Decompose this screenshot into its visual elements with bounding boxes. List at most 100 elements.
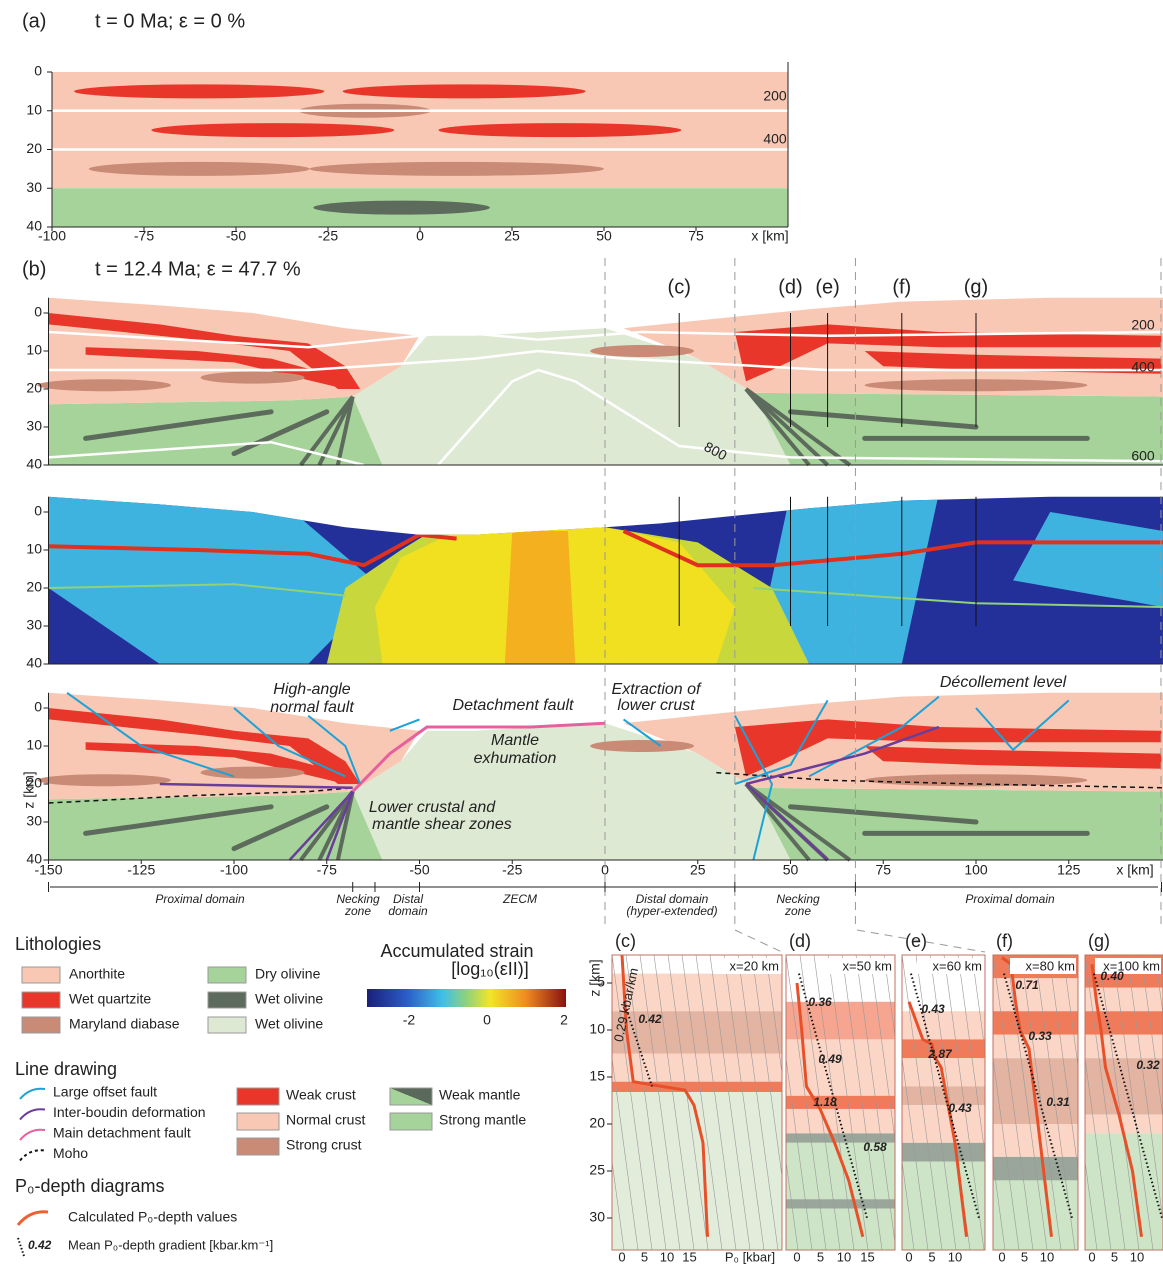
label: x [km] — [1116, 862, 1153, 878]
label: 30 — [26, 617, 42, 633]
label: domain — [388, 904, 428, 918]
strong-crust — [590, 345, 694, 357]
label: Normal crust — [286, 1112, 365, 1128]
label: 10 — [837, 1249, 851, 1264]
label: 0 — [34, 699, 42, 715]
label: 40 — [26, 655, 42, 671]
label: zone — [784, 904, 811, 918]
label: Inter-boudin deformation — [53, 1104, 206, 1120]
label: 0.31 — [1046, 1095, 1070, 1109]
interpreted-line — [390, 719, 420, 730]
label: 600 — [1131, 448, 1155, 464]
label: mantle shear zones — [372, 816, 512, 833]
line-symbol — [20, 1150, 45, 1160]
label: z [km] — [21, 771, 37, 808]
label: 5 — [1111, 1249, 1118, 1264]
label: 0 — [34, 503, 42, 519]
label: Wet quartzite — [69, 991, 151, 1007]
domain-guide — [735, 930, 782, 952]
strong-crust — [201, 372, 305, 384]
label: 0 — [793, 1249, 800, 1264]
label: 75 — [875, 862, 891, 878]
label: (f) — [996, 931, 1013, 951]
label: (d) — [789, 931, 811, 951]
swatch — [237, 1088, 279, 1105]
label: 5 — [641, 1249, 648, 1264]
label: [log₁₀(εII)] — [451, 959, 529, 979]
label: 0 — [34, 304, 42, 320]
label: (a) — [22, 10, 46, 32]
label: Main detachment fault — [53, 1125, 191, 1141]
gradient-symbol — [18, 1238, 24, 1256]
label: Lithologies — [15, 934, 101, 954]
label: Weak mantle — [439, 1087, 521, 1103]
label: 20 — [589, 1115, 605, 1131]
label: 5 — [817, 1249, 824, 1264]
label: z [km] — [587, 959, 603, 996]
label: 30 — [26, 418, 42, 434]
swatch — [208, 967, 246, 983]
label: exhumation — [474, 750, 557, 767]
label: 0.42 — [28, 1238, 52, 1252]
label: Mantle — [491, 732, 539, 749]
label: x=80 km — [1026, 958, 1076, 973]
label: High-angle — [273, 681, 350, 698]
swatch — [237, 1138, 279, 1155]
lithology-lens — [310, 162, 604, 176]
label: 400 — [1131, 359, 1155, 375]
label: -2 — [403, 1012, 416, 1028]
label: (f) — [892, 276, 911, 298]
label: -75 — [317, 862, 337, 878]
label: (e) — [905, 931, 927, 951]
lithology-lens — [343, 84, 586, 98]
label: t = 0 Ma; ε = 0 % — [95, 10, 245, 32]
strong-crust — [37, 379, 171, 391]
mantle — [49, 792, 383, 860]
swatch — [208, 992, 246, 1008]
label: Moho — [53, 1145, 88, 1161]
label: (d) — [778, 276, 802, 298]
label: 10 — [26, 101, 42, 117]
label: x [km] — [751, 228, 788, 244]
label: ZECM — [502, 892, 537, 906]
label: 30 — [26, 813, 42, 829]
label: Proximal domain — [965, 892, 1055, 906]
label: 0 — [34, 63, 42, 79]
label: (e) — [815, 276, 839, 298]
label: 400 — [763, 131, 787, 147]
label: Large offset fault — [53, 1084, 157, 1100]
label: Strong mantle — [439, 1112, 526, 1128]
strong-crust — [37, 774, 171, 786]
label: t = 12.4 Ma; ε = 47.7 % — [95, 258, 301, 280]
label: 10 — [1130, 1249, 1144, 1264]
label: 10 — [1040, 1249, 1054, 1264]
p0-symbol — [18, 1212, 48, 1225]
label: 0.58 — [863, 1140, 887, 1154]
strain-peak — [505, 531, 575, 664]
line-symbol — [20, 1130, 45, 1140]
swatch — [390, 1113, 432, 1130]
label: x=50 km — [843, 958, 893, 973]
label: -100 — [220, 862, 248, 878]
lithology-lens — [438, 123, 681, 137]
label: 0 — [483, 1012, 491, 1028]
label: Strong crust — [286, 1137, 362, 1153]
p0-layer — [786, 1199, 895, 1208]
strong-crust — [865, 774, 1088, 786]
label: Calculated P₀-depth values — [68, 1209, 237, 1225]
lithology-lens — [74, 84, 324, 98]
label: 0.43 — [948, 1101, 972, 1115]
lithology-lens — [151, 123, 394, 137]
p0-layer — [902, 1105, 985, 1143]
label: (hyper-extended) — [626, 904, 717, 918]
label: Maryland diabase — [69, 1016, 180, 1032]
label: Anorthite — [69, 966, 125, 982]
label: Accumulated strain — [380, 941, 533, 961]
p0-layer — [993, 1180, 1078, 1264]
label: Extraction of — [612, 681, 702, 698]
label: 25 — [690, 862, 706, 878]
label: 0 — [998, 1249, 1005, 1264]
label: 10 — [660, 1249, 674, 1264]
label: (c) — [668, 276, 691, 298]
swatch — [22, 967, 60, 983]
